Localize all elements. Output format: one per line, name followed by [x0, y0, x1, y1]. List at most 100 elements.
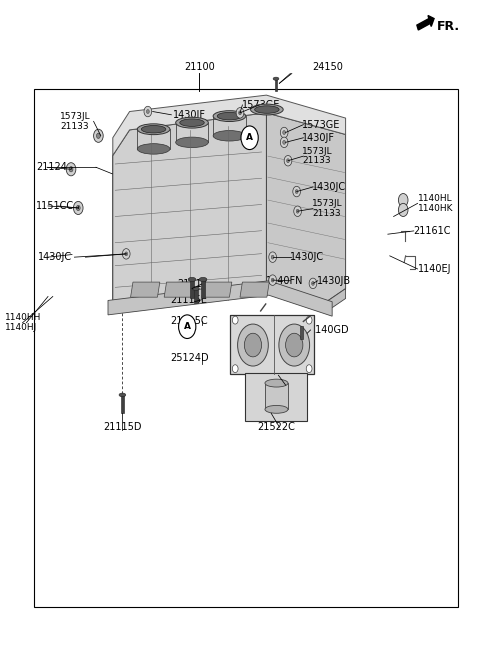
Polygon shape — [113, 113, 266, 302]
Ellipse shape — [137, 144, 170, 154]
Ellipse shape — [251, 104, 283, 115]
Circle shape — [398, 194, 408, 207]
Text: 21115E: 21115E — [170, 295, 207, 305]
Text: 1430JC: 1430JC — [38, 252, 72, 262]
Text: 21114: 21114 — [178, 279, 208, 289]
Circle shape — [283, 140, 286, 144]
Polygon shape — [113, 95, 346, 155]
Circle shape — [236, 108, 244, 118]
Ellipse shape — [273, 77, 279, 80]
Ellipse shape — [141, 125, 166, 133]
Ellipse shape — [199, 277, 207, 281]
Text: 1140HL
1140HK: 1140HL 1140HK — [418, 194, 453, 213]
Text: 1140EJ: 1140EJ — [418, 264, 451, 274]
Text: 1430JF: 1430JF — [302, 133, 336, 143]
Text: 21119B: 21119B — [257, 380, 294, 390]
Polygon shape — [131, 282, 160, 297]
Circle shape — [232, 316, 238, 324]
Text: A: A — [246, 133, 253, 142]
Circle shape — [306, 316, 312, 324]
Circle shape — [279, 324, 310, 366]
Ellipse shape — [192, 287, 199, 291]
Circle shape — [286, 333, 303, 357]
Ellipse shape — [119, 393, 126, 397]
Circle shape — [280, 127, 288, 138]
Text: 21124: 21124 — [36, 162, 67, 173]
Text: 24150: 24150 — [312, 62, 343, 72]
Bar — [194, 289, 198, 303]
Ellipse shape — [254, 106, 279, 113]
Circle shape — [179, 315, 196, 338]
Circle shape — [296, 209, 299, 213]
Circle shape — [232, 365, 238, 373]
Circle shape — [146, 110, 149, 113]
Circle shape — [244, 333, 262, 357]
Ellipse shape — [176, 117, 208, 128]
Text: 1430JF: 1430JF — [173, 110, 206, 120]
Text: 1140HH
1140HJ: 1140HH 1140HJ — [5, 314, 41, 332]
Ellipse shape — [265, 379, 288, 387]
Text: 21100: 21100 — [184, 62, 215, 72]
Text: FR.: FR. — [437, 20, 460, 33]
Ellipse shape — [217, 112, 242, 120]
Text: A: A — [184, 322, 191, 331]
Text: 21115D: 21115D — [103, 422, 142, 432]
Circle shape — [284, 155, 292, 166]
Circle shape — [241, 126, 258, 150]
Bar — [190, 279, 194, 298]
Circle shape — [144, 106, 152, 117]
Ellipse shape — [176, 137, 208, 148]
Circle shape — [76, 205, 80, 211]
Text: 1573JL
21133: 1573JL 21133 — [312, 199, 343, 218]
Circle shape — [96, 133, 100, 138]
Circle shape — [295, 190, 298, 194]
Circle shape — [73, 201, 83, 215]
Polygon shape — [266, 113, 346, 302]
Text: 21115C: 21115C — [170, 316, 208, 327]
Text: 1140GD: 1140GD — [310, 325, 349, 335]
Circle shape — [269, 275, 276, 285]
Bar — [245, 373, 307, 421]
Text: 1430JB: 1430JB — [317, 276, 351, 286]
Circle shape — [398, 203, 408, 216]
Text: 1430JC: 1430JC — [290, 252, 324, 262]
Circle shape — [293, 186, 300, 197]
FancyArrow shape — [417, 16, 434, 30]
Bar — [275, 79, 277, 91]
Polygon shape — [113, 130, 130, 302]
Circle shape — [269, 252, 276, 262]
Text: 1140FN: 1140FN — [266, 276, 304, 286]
Text: 1573GE: 1573GE — [302, 119, 341, 130]
Circle shape — [271, 278, 274, 282]
Circle shape — [294, 206, 301, 216]
Circle shape — [283, 131, 286, 134]
Circle shape — [238, 324, 268, 366]
Bar — [300, 326, 303, 339]
Circle shape — [309, 278, 317, 289]
Bar — [34, 89, 458, 607]
Polygon shape — [240, 282, 269, 297]
Polygon shape — [203, 282, 232, 297]
Bar — [230, 315, 314, 374]
Text: 21161C: 21161C — [413, 226, 450, 236]
Text: 25124D: 25124D — [170, 352, 209, 363]
Polygon shape — [113, 282, 346, 312]
Circle shape — [66, 163, 76, 176]
Ellipse shape — [213, 111, 246, 121]
Text: 1573JL
21133: 1573JL 21133 — [302, 147, 333, 165]
Ellipse shape — [265, 405, 288, 413]
Ellipse shape — [137, 124, 170, 134]
Ellipse shape — [180, 119, 204, 127]
Text: 1573GE: 1573GE — [242, 100, 281, 110]
Bar — [201, 279, 205, 298]
Circle shape — [125, 252, 128, 256]
Bar — [121, 395, 124, 413]
Text: 1573JL
21133: 1573JL 21133 — [60, 112, 91, 131]
Ellipse shape — [213, 131, 246, 141]
Circle shape — [306, 365, 312, 373]
Circle shape — [287, 159, 289, 163]
Text: 1151CC: 1151CC — [36, 201, 74, 211]
Polygon shape — [108, 281, 332, 316]
Circle shape — [239, 111, 241, 115]
Text: 21522C: 21522C — [257, 422, 295, 432]
